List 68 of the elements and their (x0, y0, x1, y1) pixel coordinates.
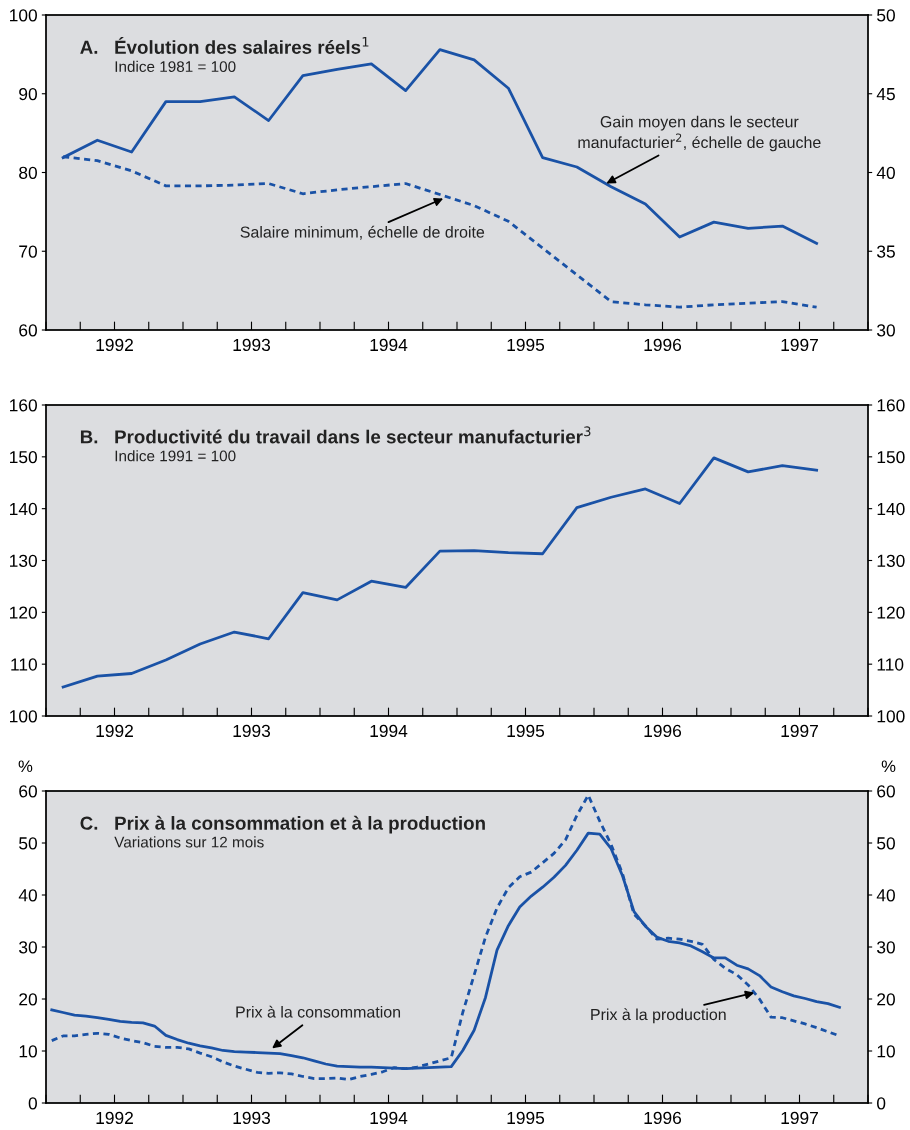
x-tick-label: 1995 (507, 338, 545, 352)
text: B. Productivité du travail dans le secteur manufacturier$^{3}$ (80, 426, 591, 444)
y2-tick-label: 40 (876, 166, 895, 179)
y-tick-label: 70 (19, 245, 37, 258)
y-tick-label: 0 (28, 1097, 37, 1110)
y2-tick-label: 140 (877, 502, 905, 516)
x-tick-label: 1997 (781, 1111, 818, 1125)
y-tick-label: 150 (10, 451, 37, 464)
y2-tick-label: 60 (877, 785, 895, 798)
y2-tick-label: 20 (877, 993, 895, 1006)
x-tick-label: 1994 (370, 338, 408, 352)
y2-tick-label: 50 (877, 9, 895, 22)
y2-tick-label: 150 (877, 451, 905, 464)
x-tick-label: 1993 (233, 1111, 271, 1125)
x-tick-label: 1995 (507, 1111, 545, 1125)
y2-tick-label: 160 (877, 399, 905, 412)
y-tick-label: 100 (10, 710, 37, 723)
y2-tick-label: 30 (877, 941, 895, 954)
y-tick-label: 140 (10, 502, 37, 516)
text: Indice 1991 = 100 (115, 450, 236, 462)
x-tick-label: 1997 (781, 338, 818, 352)
x-tick-label: 1996 (644, 724, 682, 738)
y-tick-label: 60 (19, 785, 37, 798)
annotation: Salaire minimum, échelle de droite (240, 225, 485, 240)
y2-tick-label: 110 (877, 658, 904, 671)
x-tick-label: 1992 (96, 338, 133, 352)
text: A. Évolution des salaires réels$^{1}$ (80, 36, 369, 54)
y2-tick-label: 130 (877, 554, 905, 567)
x-tick-label: 1992 (96, 1111, 133, 1125)
x-tick-label: 1997 (781, 724, 818, 738)
y-tick-label: 120 (10, 606, 37, 619)
y2-tick-label: 50 (877, 837, 895, 850)
y-tick-label: 110 (11, 658, 37, 671)
y2-tick-label: 40 (876, 889, 895, 902)
x-tick-label: 1993 (233, 338, 271, 352)
x-tick-label: 1995 (507, 724, 545, 738)
y-tick-label: 10 (19, 1045, 37, 1058)
text: Variations sur 12 mois (114, 836, 264, 848)
x-tick-label: 1994 (370, 1111, 408, 1125)
annotation: Prix à la production (591, 1008, 726, 1024)
y2-tick-label: 35 (877, 245, 895, 258)
y-tick-label: 100 (10, 9, 37, 22)
y-tick-label: 160 (10, 399, 37, 412)
annotation: Prix à la consommation (236, 1005, 401, 1018)
y-tick-label: 90 (19, 87, 37, 101)
x-tick-label: 1996 (644, 338, 682, 352)
y2-tick-label: 10 (877, 1045, 895, 1058)
x-tick-label: 1992 (96, 724, 133, 738)
x-tick-label: 1994 (370, 724, 408, 738)
y2-tick-label: 100 (877, 710, 905, 723)
y-tick-label: 80 (19, 166, 37, 179)
y-tick-label: 50 (19, 837, 37, 850)
text: C. Prix à la consommation et à la production (80, 815, 485, 834)
y2-tick-label: 0 (877, 1097, 886, 1110)
y-axis-title: % (18, 760, 33, 773)
annotation: Gain moyen dans le secteur manufacturier$^{2}$, échelle de gauche (578, 115, 821, 152)
x-tick-label: 1993 (233, 724, 271, 738)
y-tick-label: 60 (19, 324, 37, 337)
text: Indice 1981 = 100 (115, 60, 236, 73)
y2-tick-label: 120 (877, 606, 905, 619)
x-tick-label: 1996 (644, 1111, 682, 1125)
y2-axis-title: % (881, 760, 896, 773)
y2-tick-label: 45 (876, 88, 895, 101)
y-tick-label: 130 (10, 554, 37, 567)
y2-tick-label: 30 (877, 324, 895, 337)
y-tick-label: 30 (19, 941, 37, 954)
y-tick-label: 20 (19, 993, 37, 1006)
y-tick-label: 40 (18, 889, 37, 902)
